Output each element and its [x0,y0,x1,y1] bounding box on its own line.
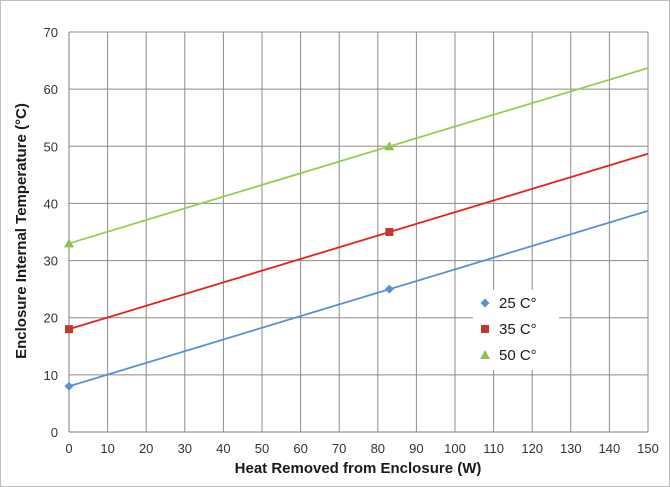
legend-label: 35 C° [499,321,537,338]
y-tick-label: 30 [44,254,58,269]
x-tick-label: 0 [65,441,72,456]
data-point-50c [384,141,395,151]
series-markers [64,141,395,391]
y-tick-label: 60 [44,82,58,97]
y-axis-title: Enclosure Internal Temperature (°C) [13,103,30,359]
grid [68,31,649,433]
x-tick-label: 110 [483,441,504,456]
x-axis-title: Heat Removed from Enclosure (W) [235,460,482,477]
x-tick-label: 140 [599,441,621,456]
legend-label: 25 C° [499,295,537,312]
tick-labels: 0 10 20 30 40 50 60 70 80 90 100 110 120 130 140 150 0 10… [44,25,659,456]
series-line-25c [68,209,649,388]
data-point-35c [385,228,394,236]
y-tick-label: 50 [44,139,58,154]
x-tick-label: 30 [178,441,192,456]
x-tick-label: 120 [521,441,543,456]
x-tick-label: 100 [444,441,466,456]
x-tick-label: 50 [255,441,269,456]
x-tick-label: 90 [409,441,423,456]
x-tick-label: 20 [139,441,153,456]
x-tick-label: 70 [332,441,346,456]
y-tick-label: 20 [44,311,58,326]
legend-marker [480,350,490,359]
data-point-25c [64,381,74,391]
data-point-50c [64,238,74,248]
x-tick-label: 150 [637,441,659,456]
y-tick-label: 70 [44,25,58,40]
x-tick-label: 130 [560,441,582,456]
legend-marker [481,325,489,333]
series-line-35c [68,152,649,331]
y-tick-label: 0 [51,425,58,440]
x-tick-label: 60 [293,441,307,456]
data-point-25c [384,284,394,294]
series-line-50c [68,67,649,245]
legend-label: 50 C° [499,347,537,364]
x-tick-label: 80 [371,441,385,456]
y-tick-label: 40 [44,196,58,211]
series-lines [68,67,649,388]
legend-marker [480,298,490,308]
x-tick-label: 40 [216,441,230,456]
data-point-35c [65,325,73,334]
y-tick-label: 10 [44,368,58,383]
legend: 25 C° 35 C° 50 C° [473,290,559,370]
x-tick-label: 10 [100,441,114,456]
